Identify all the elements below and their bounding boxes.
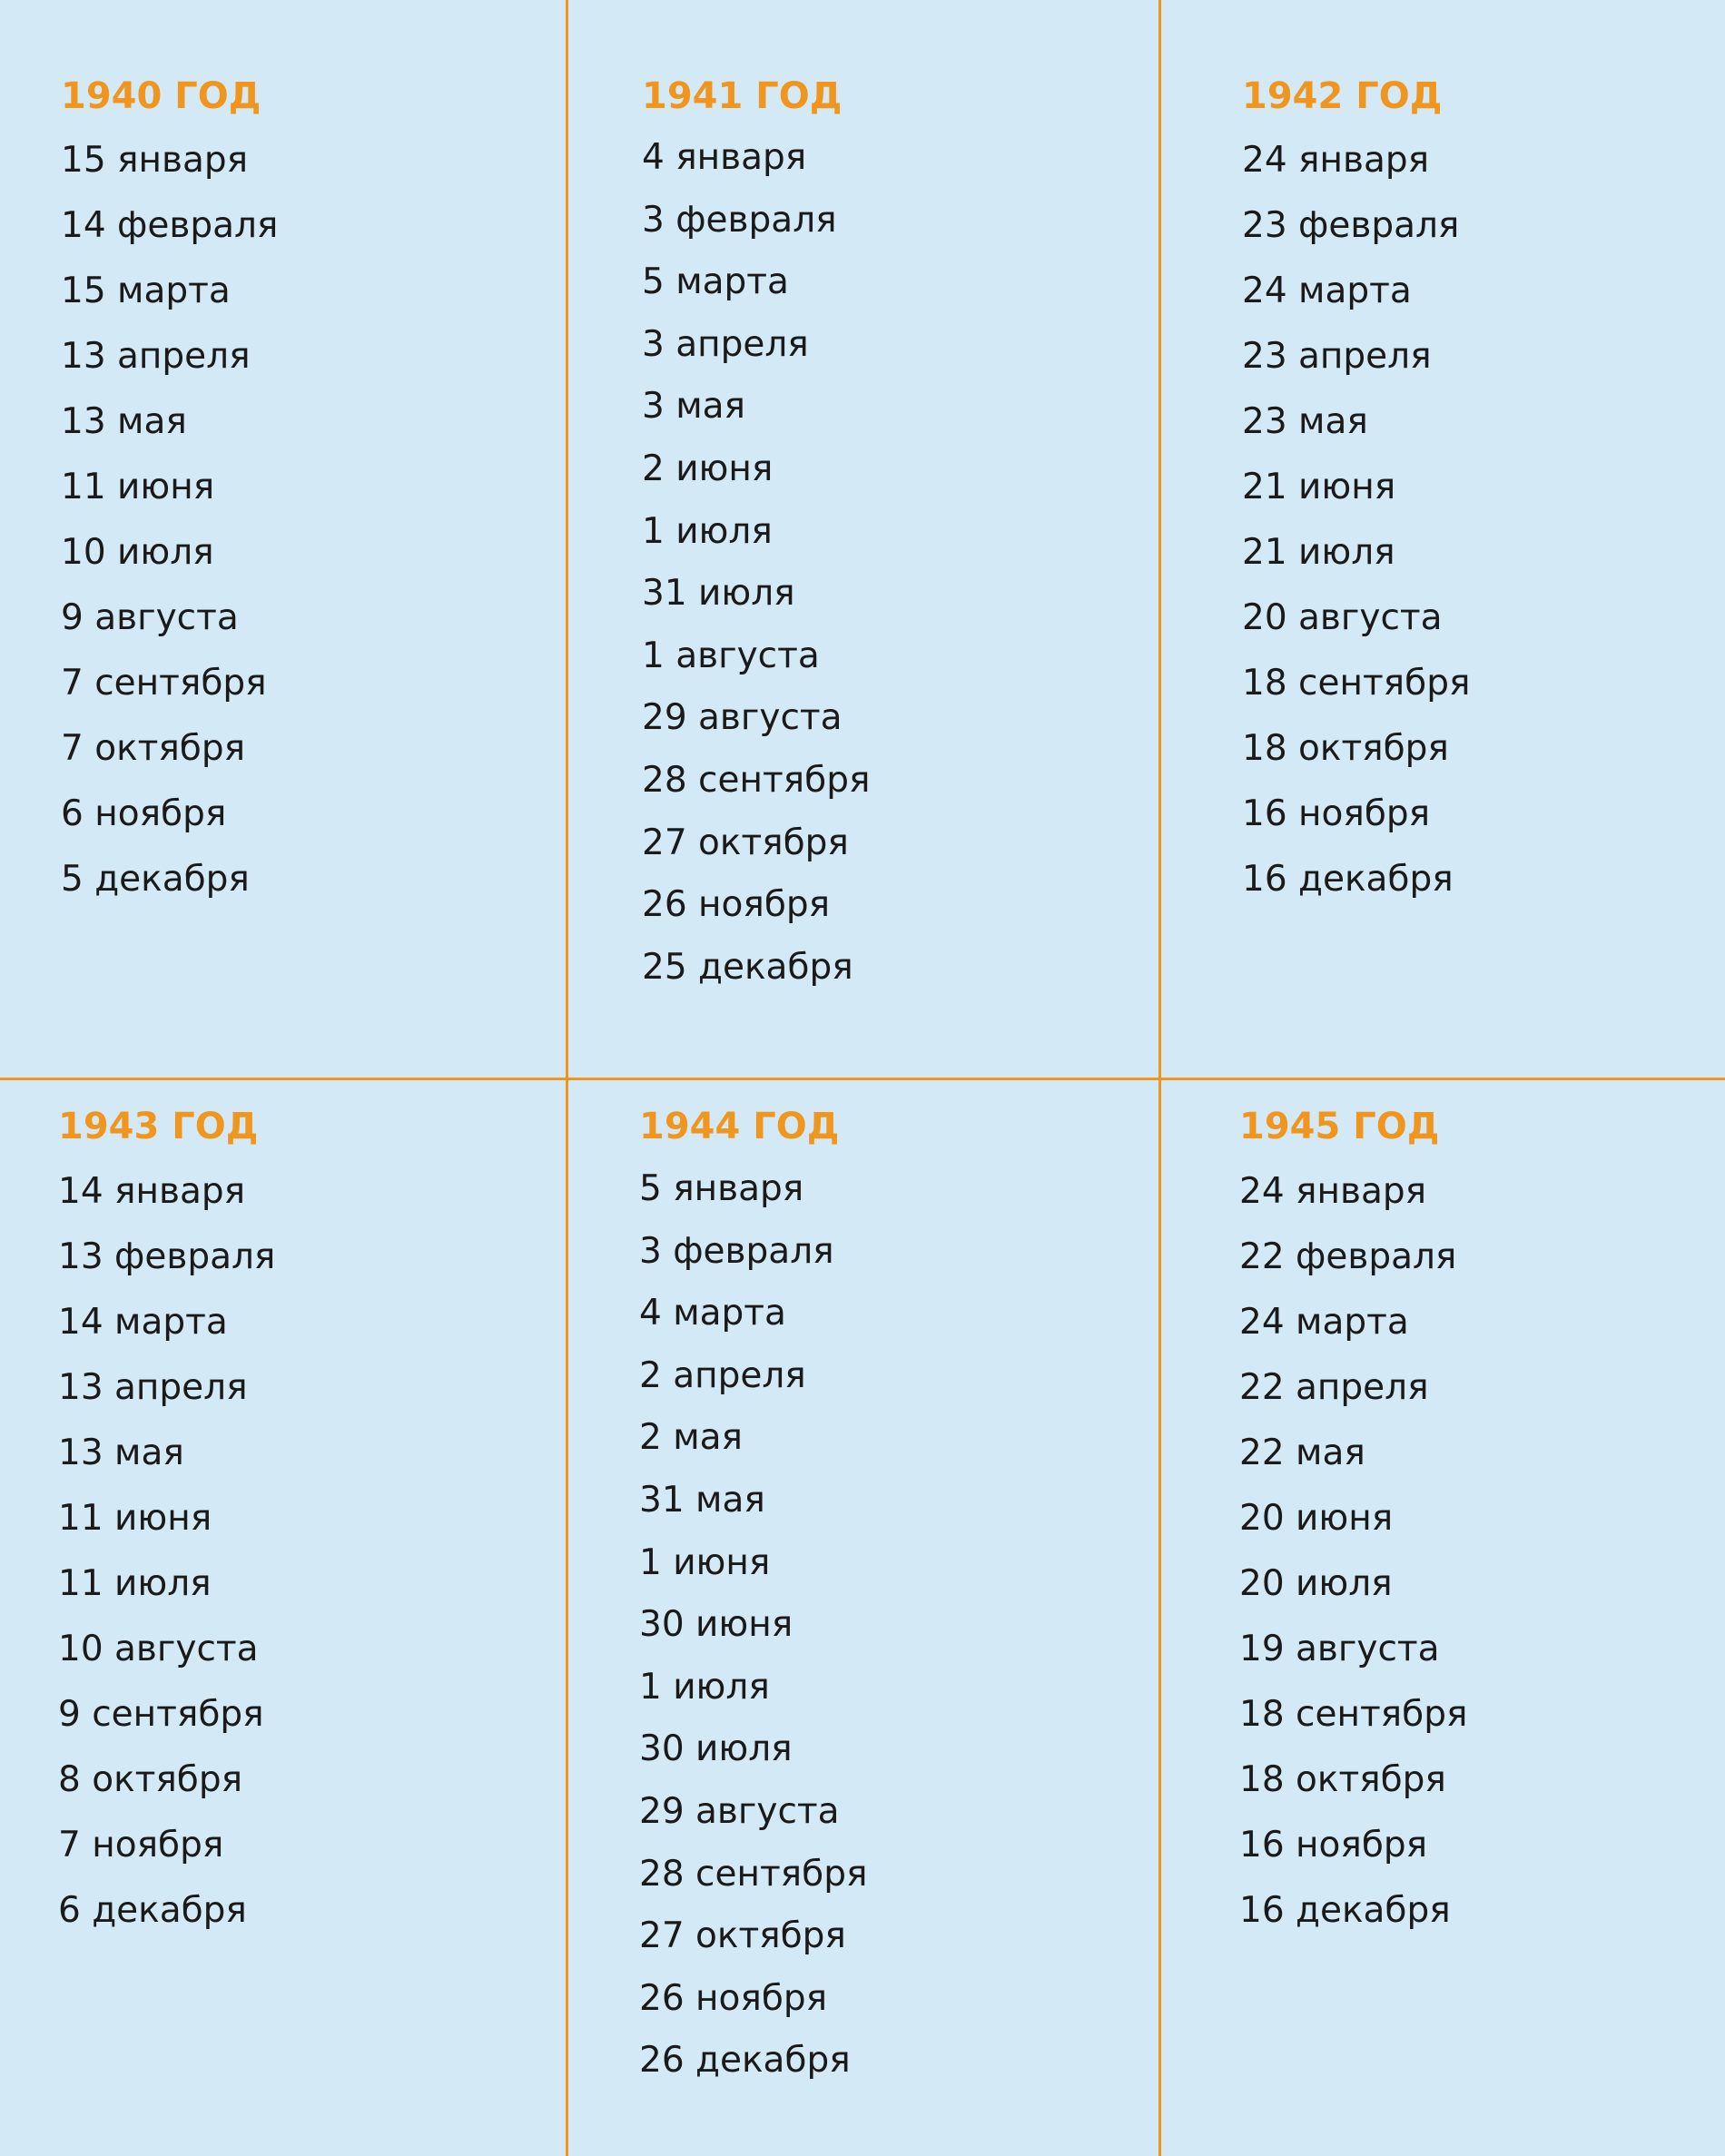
- date-item: 23 апреля: [1242, 336, 1432, 377]
- year-heading: 1941 ГОД: [642, 75, 843, 117]
- date-item: 29 августа: [639, 1790, 840, 1832]
- date-item: 9 августа: [61, 597, 239, 638]
- date-list: 4 января 3 февраля 5 марта 3 апреля 3 мая 2 и…: [642, 127, 870, 999]
- date-item: 18 октября: [1239, 1759, 1446, 1800]
- date-item: 30 июня: [639, 1604, 794, 1646]
- date-item: 18 сентября: [1242, 663, 1471, 704]
- date-item: 7 сентября: [61, 663, 267, 704]
- date-item: 20 августа: [1242, 597, 1443, 638]
- date-item: 7 ноября: [58, 1825, 224, 1866]
- date-list: 14 января 13 февраля 14 марта 13 апреля 13 м…: [58, 1159, 275, 1944]
- date-item: 1 июля: [642, 510, 773, 552]
- date-item: 23 мая: [1242, 401, 1368, 442]
- date-item: 2 июня: [642, 448, 774, 489]
- date-item: 18 сентября: [1239, 1694, 1468, 1735]
- date-item: 1 августа: [642, 635, 820, 676]
- date-item: 22 апреля: [1239, 1367, 1429, 1408]
- year-heading: 1944 ГОД: [639, 1106, 840, 1147]
- date-item: 28 сентября: [642, 759, 871, 801]
- date-item: 11 июля: [58, 1563, 212, 1604]
- date-item: 30 июля: [639, 1728, 793, 1770]
- date-item: 3 мая: [642, 386, 745, 428]
- date-item: 13 апреля: [58, 1367, 248, 1408]
- year-heading: 1940 ГОД: [61, 75, 261, 117]
- date-item: 22 мая: [1239, 1432, 1365, 1473]
- date-item: 3 февраля: [639, 1230, 834, 1272]
- date-item: 16 декабря: [1239, 1890, 1451, 1931]
- date-item: 19 августа: [1239, 1629, 1440, 1669]
- date-item: 27 октября: [639, 1915, 846, 1957]
- date-item: 16 декабря: [1242, 859, 1454, 900]
- date-item: 5 марта: [642, 261, 789, 303]
- date-item: 26 ноября: [642, 884, 831, 926]
- date-item: 1 июня: [639, 1541, 771, 1583]
- date-item: 1 июля: [639, 1666, 770, 1708]
- date-item: 15 января: [61, 140, 249, 181]
- date-item: 7 октября: [61, 728, 246, 769]
- date-item: 24 января: [1242, 140, 1430, 181]
- date-item: 16 ноября: [1242, 793, 1431, 834]
- date-item: 10 августа: [58, 1629, 259, 1669]
- date-item: 4 января: [642, 137, 807, 178]
- date-item: 14 января: [58, 1171, 246, 1212]
- year-heading: 1945 ГОД: [1239, 1106, 1440, 1147]
- date-item: 25 декабря: [642, 946, 853, 988]
- date-item: 31 июля: [642, 573, 795, 615]
- date-item: 9 сентября: [58, 1694, 264, 1735]
- date-item: 2 апреля: [639, 1354, 806, 1396]
- date-item: 26 ноября: [639, 1977, 828, 2019]
- date-item: 16 ноября: [1239, 1825, 1428, 1866]
- date-item: 29 августа: [642, 697, 843, 739]
- date-item: 13 апреля: [61, 336, 251, 377]
- year-heading: 1942 ГОД: [1242, 75, 1443, 117]
- date-item: 20 июля: [1239, 1563, 1393, 1604]
- date-item: 31 мая: [639, 1479, 765, 1521]
- date-list: 24 января 23 февраля 24 марта 23 апреля 23 м…: [1242, 128, 1470, 912]
- date-item: 24 января: [1239, 1171, 1427, 1212]
- date-item: 24 марта: [1239, 1302, 1409, 1343]
- date-item: 11 июня: [61, 467, 215, 507]
- date-item: 20 июня: [1239, 1498, 1394, 1539]
- date-item: 2 мая: [639, 1417, 743, 1459]
- date-item: 13 февраля: [58, 1236, 276, 1277]
- date-item: 23 февраля: [1242, 205, 1460, 246]
- date-item: 13 мая: [58, 1432, 184, 1473]
- year-heading: 1943 ГОД: [58, 1106, 259, 1147]
- date-item: 6 декабря: [58, 1890, 247, 1931]
- date-item: 3 апреля: [642, 323, 809, 365]
- date-item: 15 марта: [61, 271, 231, 311]
- date-list: 24 января 22 февраля 24 марта 22 апреля 22 м…: [1239, 1159, 1467, 1944]
- date-item: 21 июня: [1242, 467, 1396, 507]
- date-item: 13 мая: [61, 401, 187, 442]
- date-list: 5 января 3 февраля 4 марта 2 апреля 2 мая 31 …: [639, 1158, 867, 2092]
- date-item: 28 сентября: [639, 1853, 868, 1895]
- date-item: 14 февраля: [61, 205, 279, 246]
- date-item: 8 октября: [58, 1759, 243, 1800]
- date-item: 11 июня: [58, 1498, 212, 1539]
- date-item: 27 октября: [642, 822, 849, 863]
- date-item: 22 февраля: [1239, 1236, 1457, 1277]
- date-list: 15 января 14 февраля 15 марта 13 апреля 13 м…: [61, 128, 278, 912]
- date-item: 24 марта: [1242, 271, 1412, 311]
- date-item: 21 июля: [1242, 532, 1395, 573]
- date-item: 5 декабря: [61, 859, 250, 900]
- date-item: 10 июля: [61, 532, 214, 573]
- date-item: 3 февраля: [642, 199, 837, 241]
- date-item: 18 октября: [1242, 728, 1449, 769]
- date-item: 14 марта: [58, 1302, 228, 1343]
- row-divider: [0, 1078, 1725, 1080]
- date-item: 4 марта: [639, 1293, 786, 1334]
- date-item: 5 января: [639, 1168, 804, 1209]
- date-item: 6 ноября: [61, 793, 227, 834]
- date-item: 26 декабря: [639, 2040, 851, 2082]
